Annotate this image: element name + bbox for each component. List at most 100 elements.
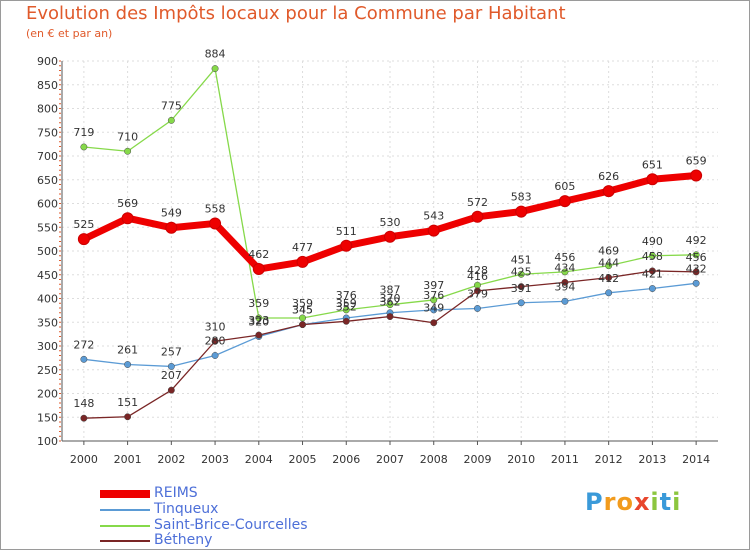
x-tick-label: 2004 [245, 453, 273, 466]
logo-letter: i [672, 488, 682, 516]
x-tick-label: 2012 [595, 453, 623, 466]
data-point-betheny [124, 413, 132, 421]
data-point-tinqueux [80, 355, 88, 363]
data-label-saint-brice-courcelles: 469 [598, 245, 619, 258]
data-point-betheny [299, 321, 306, 329]
chart-subtitle: (en € et par an) [26, 27, 113, 40]
y-tick-label: 900 [37, 55, 58, 68]
data-point-saint-brice-courcelles [124, 147, 132, 155]
data-point-tinqueux [211, 352, 219, 359]
data-label-betheny: 310 [205, 320, 226, 333]
data-label-betheny: 458 [642, 250, 663, 263]
data-point-saint-brice-courcelles [648, 252, 656, 260]
data-point-betheny [474, 287, 481, 295]
logo-letter: x [633, 488, 651, 516]
data-label-reims: 583 [511, 191, 532, 204]
y-tick-label: 450 [37, 269, 58, 282]
data-point-saint-brice-courcelles [561, 268, 569, 276]
data-point-betheny [517, 283, 525, 291]
data-label-tinqueux: 394 [554, 280, 575, 293]
data-label-betheny: 148 [73, 397, 94, 410]
data-label-reims: 462 [248, 248, 269, 261]
data-label-reims: 659 [686, 154, 707, 167]
data-point-reims [77, 233, 90, 246]
data-label-betheny: 362 [380, 296, 401, 309]
y-tick-label: 750 [37, 126, 58, 139]
x-tick-label: 2006 [332, 453, 360, 466]
data-point-saint-brice-courcelles [517, 270, 525, 278]
x-tick-label: 2009 [463, 453, 491, 466]
data-label-tinqueux: 345 [292, 304, 313, 317]
data-label-tinqueux: 359 [336, 297, 357, 310]
data-label-betheny: 345 [292, 304, 313, 317]
data-point-betheny [80, 414, 88, 422]
data-label-reims: 626 [598, 170, 619, 183]
data-label-saint-brice-courcelles: 397 [423, 279, 444, 292]
data-label-betheny: 434 [554, 261, 575, 274]
data-point-betheny [167, 386, 175, 394]
data-point-betheny [692, 268, 700, 276]
y-tick-label: 650 [37, 174, 58, 187]
data-label-betheny: 151 [117, 396, 138, 409]
x-tick-label: 2013 [638, 453, 666, 466]
data-point-tinqueux [124, 361, 132, 368]
data-label-betheny: 444 [598, 257, 619, 270]
legend-label: REIMS [154, 485, 198, 501]
x-tick-label: 2002 [157, 453, 185, 466]
legend-label: Tinqueux [154, 501, 219, 517]
x-tick-label: 2008 [420, 453, 448, 466]
data-label-betheny: 352 [336, 300, 357, 313]
logo-letter: r [603, 488, 617, 516]
data-label-reims: 569 [117, 197, 138, 210]
data-point-reims [340, 239, 353, 252]
data-label-reims: 477 [292, 241, 313, 254]
legend-swatch [100, 490, 150, 498]
x-tick-label: 2005 [289, 453, 317, 466]
data-point-saint-brice-courcelles [80, 143, 88, 151]
data-point-reims [471, 210, 484, 223]
data-label-reims: 572 [467, 196, 488, 209]
data-point-saint-brice-courcelles [342, 306, 350, 314]
data-label-saint-brice-courcelles: 456 [554, 251, 575, 264]
data-label-reims: 605 [554, 180, 575, 193]
proxiti-logo: Proxiti [585, 488, 681, 516]
data-point-reims [121, 212, 134, 225]
data-label-reims: 530 [380, 216, 401, 229]
data-label-betheny: 425 [511, 266, 532, 279]
data-point-reims [690, 169, 703, 182]
data-label-betheny: 416 [467, 270, 488, 283]
y-tick-label: 150 [37, 411, 58, 424]
data-point-tinqueux [474, 305, 481, 312]
data-label-saint-brice-courcelles: 710 [117, 130, 138, 143]
data-label-saint-brice-courcelles: 376 [336, 289, 357, 302]
data-point-betheny [211, 337, 219, 345]
data-point-betheny [342, 317, 350, 325]
x-tick-label: 2014 [682, 453, 710, 466]
data-point-reims [252, 263, 265, 276]
data-label-betheny: 349 [423, 302, 444, 315]
data-label-tinqueux: 261 [117, 344, 138, 357]
data-point-reims [602, 185, 615, 198]
data-point-saint-brice-courcelles [167, 116, 175, 124]
data-label-saint-brice-courcelles: 719 [73, 126, 94, 139]
x-tick-label: 2003 [201, 453, 229, 466]
data-label-tinqueux: 376 [423, 289, 444, 302]
legend-swatch [100, 525, 150, 527]
data-label-saint-brice-courcelles: 387 [380, 284, 401, 297]
y-tick-label: 200 [37, 388, 58, 401]
data-point-reims [515, 205, 528, 218]
data-label-tinqueux: 280 [205, 335, 226, 348]
data-label-betheny: 207 [161, 369, 182, 382]
data-label-saint-brice-courcelles: 775 [161, 99, 182, 112]
chart-title: Evolution des Impôts locaux pour la Comm… [26, 3, 566, 24]
data-point-tinqueux [430, 306, 438, 314]
data-label-tinqueux: 272 [73, 338, 94, 351]
logo-letter: t [659, 488, 673, 516]
data-label-tinqueux: 370 [380, 292, 401, 305]
data-label-tinqueux: 257 [161, 345, 182, 358]
data-point-tinqueux [648, 285, 656, 292]
legend-label: Bétheny [154, 532, 213, 548]
data-point-saint-brice-courcelles [386, 301, 394, 309]
x-tick-label: 2007 [376, 453, 404, 466]
